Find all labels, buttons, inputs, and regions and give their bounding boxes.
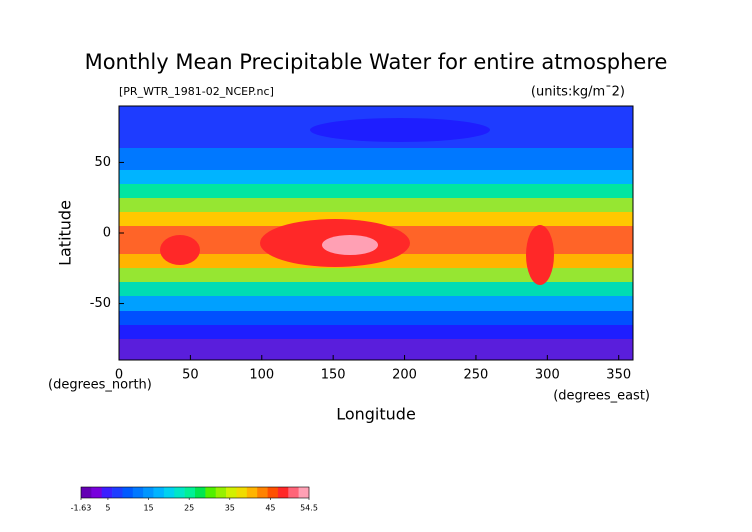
colorbar-frame — [80, 486, 310, 499]
y-tick-label: 0 — [103, 226, 111, 241]
colorbar-cell — [163, 487, 175, 498]
colorbar-cell — [122, 487, 134, 498]
colorbar-cell — [267, 487, 279, 498]
colorbar-cell — [236, 487, 248, 498]
colorbar-tick-label: 54.5 — [300, 504, 318, 513]
colorbar-cell — [215, 487, 227, 498]
colorbar-cell — [101, 487, 113, 498]
colorbar-cell — [205, 487, 217, 498]
x-tick-label: 200 — [392, 368, 417, 383]
field — [119, 106, 633, 360]
x-tick-label: 300 — [535, 368, 560, 383]
colorbar-tick-label: 5 — [105, 504, 110, 513]
colorbar-cell — [153, 487, 165, 498]
colorbar-tick-label: 35 — [225, 504, 235, 513]
colorbar-cell — [298, 487, 310, 498]
x-axis-label: Longitude — [336, 405, 416, 424]
chart-title: Monthly Mean Precipitable Water for enti… — [85, 50, 668, 74]
colorbar-tick-label: 15 — [143, 504, 153, 513]
y-unit: (degrees_north) — [48, 378, 152, 393]
x-tick-label: 250 — [464, 368, 489, 383]
colorbar-cell — [195, 487, 206, 498]
units: (units:kg/m¯2) — [531, 85, 625, 100]
x-tick-label: 0 — [115, 368, 123, 383]
colorbar-cell — [91, 487, 103, 498]
colorbar-cell — [174, 487, 185, 498]
x-tick-label: 100 — [249, 368, 274, 383]
colorbar-cell — [277, 487, 289, 498]
x-tick-label: 150 — [321, 368, 346, 383]
x-tick-label: 350 — [606, 368, 631, 383]
x-unit: (degrees_east) — [553, 389, 650, 404]
colorbar-cell — [288, 487, 299, 498]
y-axis-label: Latitude — [56, 200, 75, 266]
colorbar-cell — [257, 487, 268, 498]
colorbar-cell — [246, 487, 258, 498]
colorbar-cell — [112, 487, 123, 498]
colorbar-tick-label: 25 — [184, 504, 194, 513]
y-tick-label: 50 — [94, 155, 111, 170]
colorbar-cell — [226, 487, 237, 498]
colorbar-cell — [184, 487, 196, 498]
colorbar-tick-label: -1.63 — [71, 504, 92, 513]
colorbar-cell — [81, 487, 92, 498]
colorbar-cell — [132, 487, 144, 498]
colorbar-tick-label: 45 — [265, 504, 275, 513]
colorbar-cell — [143, 487, 154, 498]
y-tick-label: -50 — [90, 296, 111, 311]
subtitle: [PR_WTR_1981-02_NCEP.nc] — [119, 85, 274, 98]
x-tick-label: 50 — [182, 368, 199, 383]
